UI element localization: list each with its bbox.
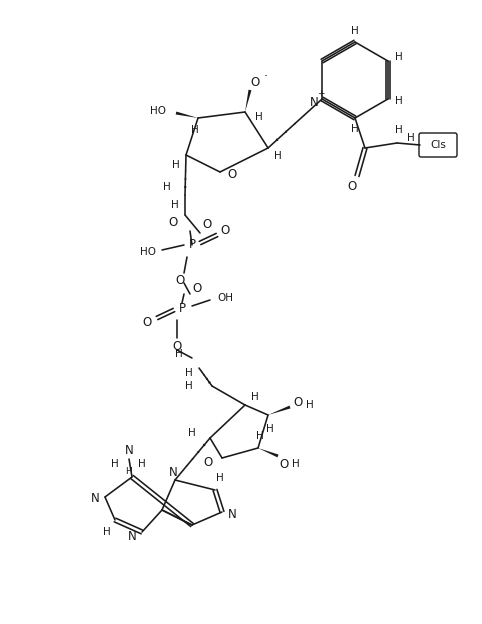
Text: N: N: [91, 492, 99, 505]
Text: O: O: [202, 218, 212, 232]
Text: HO: HO: [140, 247, 156, 257]
Text: H: H: [171, 200, 179, 210]
Text: H: H: [255, 112, 263, 122]
Text: O: O: [294, 396, 303, 409]
Text: H: H: [216, 473, 224, 483]
Text: H: H: [395, 96, 403, 106]
Polygon shape: [245, 90, 252, 112]
Text: O: O: [142, 316, 152, 328]
Text: H: H: [407, 133, 415, 143]
Polygon shape: [258, 448, 279, 457]
Text: O: O: [173, 339, 182, 353]
Text: H: H: [395, 52, 403, 62]
Polygon shape: [175, 112, 198, 118]
Text: H: H: [306, 400, 314, 410]
Text: H: H: [111, 459, 119, 469]
Text: N: N: [228, 507, 236, 520]
Text: O: O: [192, 281, 201, 295]
Text: P: P: [178, 301, 186, 314]
Text: O: O: [168, 217, 178, 230]
Text: H: H: [188, 428, 196, 438]
Text: H: H: [292, 459, 300, 469]
Text: H: H: [266, 424, 274, 434]
Text: H: H: [251, 392, 259, 402]
Text: O: O: [348, 180, 357, 192]
Text: OH: OH: [217, 293, 233, 303]
Text: H: H: [191, 125, 199, 135]
Text: H: H: [172, 160, 180, 170]
Text: H: H: [256, 431, 264, 441]
Text: H: H: [395, 125, 403, 135]
Text: O: O: [220, 225, 229, 238]
Text: O: O: [280, 457, 289, 470]
Text: H: H: [138, 459, 146, 469]
Text: H: H: [351, 26, 359, 36]
Text: N: N: [128, 530, 136, 544]
Text: H: H: [274, 151, 282, 161]
Text: O: O: [250, 76, 260, 89]
Text: H: H: [351, 124, 359, 134]
Text: H: H: [185, 368, 193, 378]
Text: H: H: [126, 467, 133, 475]
Text: P: P: [188, 238, 196, 251]
Text: +: +: [317, 89, 325, 99]
Text: H: H: [103, 527, 111, 537]
Polygon shape: [268, 406, 291, 415]
Text: O: O: [203, 457, 213, 469]
Text: N: N: [310, 95, 319, 109]
Text: O: O: [175, 275, 185, 288]
Text: HO: HO: [150, 106, 166, 116]
Text: ·: ·: [264, 71, 268, 84]
FancyBboxPatch shape: [419, 133, 457, 157]
Text: H: H: [175, 349, 183, 359]
Text: H: H: [163, 182, 171, 192]
Text: N: N: [169, 466, 177, 479]
Text: H: H: [185, 381, 193, 391]
Text: N: N: [125, 444, 134, 457]
Text: Cls: Cls: [430, 140, 446, 150]
Text: O: O: [228, 168, 237, 182]
